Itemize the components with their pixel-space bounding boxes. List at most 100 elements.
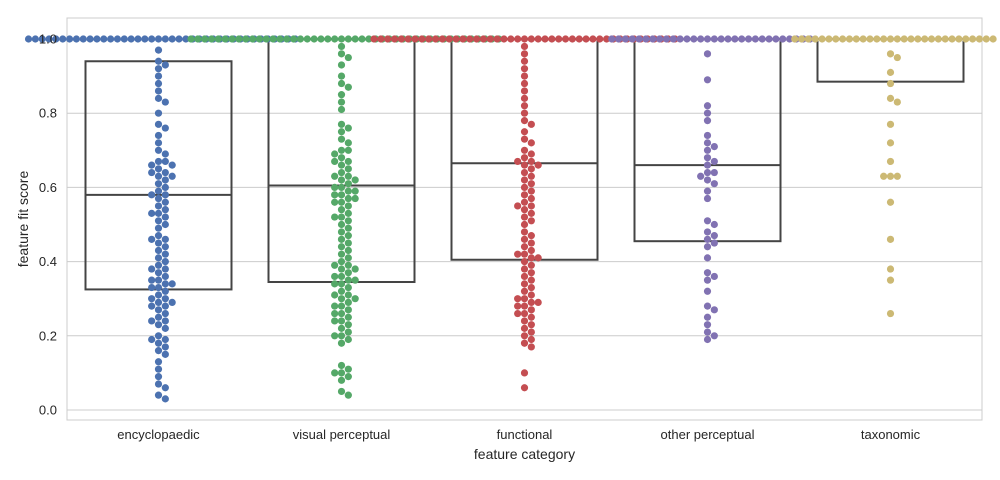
- data-point: [411, 35, 419, 43]
- data-point: [93, 35, 101, 43]
- data-point: [404, 35, 412, 43]
- data-point: [785, 35, 794, 43]
- data-point: [962, 35, 970, 43]
- data-point: [438, 35, 447, 43]
- x-tick-label: visual perceptual: [293, 427, 391, 442]
- data-point: [527, 343, 535, 351]
- data-point: [344, 283, 352, 292]
- data-point: [520, 128, 529, 136]
- data-point: [635, 35, 643, 43]
- data-point: [148, 35, 156, 43]
- data-point: [873, 35, 881, 43]
- data-point: [886, 120, 895, 128]
- data-point: [331, 302, 339, 310]
- data-point: [614, 35, 623, 43]
- data-point: [568, 35, 576, 43]
- data-point: [907, 35, 915, 43]
- data-point: [621, 35, 630, 43]
- data-point: [161, 198, 169, 206]
- data-point: [154, 269, 163, 277]
- data-point: [520, 302, 529, 310]
- data-point: [514, 302, 522, 310]
- data-point: [859, 35, 867, 43]
- data-point: [154, 283, 163, 292]
- data-point: [45, 35, 53, 43]
- data-point: [337, 361, 346, 370]
- data-point: [927, 35, 936, 43]
- data-point: [791, 35, 799, 43]
- data-point: [168, 280, 176, 288]
- x-tick-label: other perceptual: [661, 427, 755, 442]
- data-point: [344, 146, 352, 154]
- data-point: [337, 105, 346, 114]
- data-point: [358, 35, 366, 43]
- data-point: [520, 369, 529, 377]
- x-axis-label: feature category: [474, 446, 575, 462]
- data-point: [804, 35, 813, 43]
- data-point: [886, 157, 895, 166]
- data-point: [520, 228, 529, 236]
- data-point: [527, 335, 535, 344]
- data-point: [344, 239, 352, 247]
- data-point: [296, 35, 305, 43]
- data-point: [548, 35, 556, 43]
- data-point: [331, 157, 339, 166]
- data-point: [161, 258, 169, 266]
- data-point: [337, 146, 346, 154]
- data-point: [337, 206, 346, 214]
- data-point: [317, 35, 325, 43]
- data-point: [968, 35, 977, 43]
- data-point: [575, 35, 583, 43]
- data-point: [520, 384, 529, 392]
- data-point: [520, 295, 529, 303]
- data-point: [514, 157, 522, 166]
- data-point: [154, 306, 163, 314]
- data-point: [514, 35, 522, 43]
- data-point: [154, 46, 163, 54]
- data-point: [493, 35, 501, 43]
- data-point: [161, 235, 169, 243]
- data-point: [514, 295, 522, 303]
- data-point: [710, 272, 718, 281]
- data-point: [337, 128, 346, 136]
- data-point: [154, 120, 163, 128]
- data-point: [520, 57, 529, 65]
- swarm-points: [24, 35, 997, 403]
- data-point: [337, 265, 346, 273]
- data-point: [248, 35, 257, 43]
- data-point: [242, 35, 250, 43]
- data-point: [154, 391, 163, 399]
- data-point: [344, 53, 352, 62]
- data-point: [527, 35, 535, 43]
- data-point: [337, 191, 346, 199]
- data-point: [744, 35, 753, 43]
- data-point: [331, 191, 339, 199]
- data-point: [344, 209, 352, 217]
- data-point: [337, 235, 346, 243]
- data-point: [772, 35, 780, 43]
- data-point: [384, 35, 392, 43]
- data-point: [154, 254, 163, 262]
- data-point: [161, 280, 169, 288]
- data-point: [520, 102, 529, 110]
- data-point: [370, 35, 378, 43]
- data-point: [811, 35, 819, 43]
- data-point: [337, 228, 346, 236]
- data-point: [703, 131, 712, 140]
- data-point: [845, 35, 854, 43]
- data-point: [527, 313, 535, 321]
- data-point: [534, 298, 542, 307]
- data-point: [886, 265, 895, 273]
- data-point: [148, 276, 156, 284]
- data-point: [161, 206, 169, 214]
- data-point: [154, 380, 163, 388]
- data-point: [390, 35, 399, 43]
- data-point: [337, 243, 346, 251]
- data-point: [331, 172, 339, 180]
- data-point: [337, 220, 346, 229]
- y-tick-label: 0.6: [39, 180, 57, 195]
- data-point: [527, 328, 535, 336]
- data-point: [520, 332, 529, 340]
- data-point: [527, 194, 535, 203]
